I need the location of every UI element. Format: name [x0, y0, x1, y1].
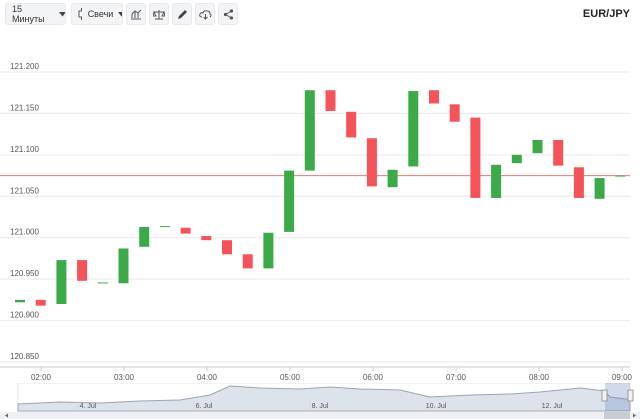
- cloud-download-icon: [198, 9, 211, 20]
- y-axis: 121.200 121.150 121.100 121.050 121.000 120.9…: [10, 62, 39, 361]
- navigator-selected-range: [605, 383, 630, 411]
- navigator-dates: 4. Jul 6. Jul 8. Jul 10. Jul 12. Jul: [77, 401, 563, 411]
- candle-icon: [78, 8, 82, 20]
- y-tick-label: 121.150: [10, 103, 39, 112]
- candle: [470, 117, 481, 198]
- navigator-series: [17, 385, 631, 412]
- x-tick-label: 09:00: [612, 373, 633, 382]
- draw-button[interactable]: [172, 3, 192, 25]
- chart-type-label: Свечи: [87, 9, 114, 19]
- x-tick-label: 06:00: [363, 373, 384, 382]
- chevron-down-icon: [58, 11, 65, 16]
- candle: [408, 91, 419, 167]
- candle: [573, 167, 584, 198]
- candle: [139, 226, 150, 247]
- candle: [304, 90, 315, 171]
- navigator-date-label: 10. Jul: [426, 403, 447, 410]
- y-tick-label: 120.950: [10, 269, 39, 278]
- candle: [97, 282, 108, 284]
- instrument-title: EUR/JPY: [582, 8, 630, 20]
- indicators-icon: [131, 9, 142, 19]
- x-tick-label: 07:00: [446, 373, 467, 382]
- candle: [77, 260, 88, 281]
- candle: [429, 90, 439, 104]
- chart-toolbar: 15 Минуты Свечи EUR/JPY: [0, 0, 640, 30]
- x-tick-label: 02:00: [31, 373, 52, 382]
- navigator-date-label: 4. Jul: [80, 403, 97, 410]
- candle: [325, 90, 336, 111]
- y-tick-label: 121.200: [10, 62, 39, 71]
- candle: [35, 299, 46, 306]
- candle: [263, 232, 274, 269]
- candle: [491, 164, 502, 198]
- compare-icon: [153, 9, 165, 19]
- navigator-handle-right[interactable]: [627, 389, 634, 402]
- navigator-date-label: 8. Jul: [312, 403, 329, 410]
- x-tick-label: 04:00: [197, 373, 218, 382]
- interval-dropdown[interactable]: 15 Минуты: [5, 3, 66, 25]
- y-tick-label: 120.900: [10, 311, 39, 320]
- candle: [222, 240, 232, 255]
- candle: [201, 236, 212, 241]
- candle: [284, 170, 295, 232]
- candle: [615, 175, 626, 177]
- chart-type-dropdown[interactable]: Свечи: [71, 3, 123, 25]
- chevron-down-icon: [118, 11, 122, 16]
- candle: [449, 104, 460, 122]
- candle: [366, 138, 377, 187]
- navigator-handle-left[interactable]: [601, 389, 608, 402]
- navigator-date-label: 12. Jul: [542, 403, 563, 410]
- scroll-left-icon[interactable]: [5, 413, 8, 418]
- candle: [242, 254, 253, 269]
- candle: [553, 139, 564, 166]
- share-button[interactable]: [218, 3, 238, 25]
- indicators-button[interactable]: [126, 3, 146, 25]
- scrollbar-thumb[interactable]: [604, 412, 630, 419]
- navigator[interactable]: 4. Jul 6. Jul 8. Jul 10. Jul 12. Jul: [0, 383, 640, 419]
- candle: [159, 226, 170, 228]
- candle: [118, 248, 129, 284]
- x-tick-label: 03:00: [114, 373, 135, 382]
- candles: [15, 90, 626, 306]
- share-icon: [223, 8, 233, 20]
- x-tick-label: 05:00: [280, 373, 301, 382]
- grid-lines: [0, 71, 630, 363]
- scroll-right-icon[interactable]: [633, 413, 636, 418]
- download-button[interactable]: [195, 3, 215, 25]
- compare-button[interactable]: [149, 3, 169, 25]
- candle: [346, 111, 357, 138]
- draw-icon: [177, 9, 187, 19]
- x-tick-label: 08:00: [529, 373, 550, 382]
- navigator-date-label: 6. Jul: [196, 403, 213, 410]
- y-tick-label: 121.000: [10, 228, 39, 237]
- candle: [56, 260, 67, 304]
- candle: [511, 154, 522, 164]
- candle: [180, 227, 191, 234]
- y-tick-label: 121.100: [10, 145, 39, 154]
- price-chart[interactable]: 121.200 121.150 121.100 121.050 121.000 120.9…: [0, 30, 640, 383]
- candle: [15, 299, 25, 303]
- candle: [532, 139, 543, 154]
- candle: [594, 178, 605, 199]
- y-tick-label: 120.850: [10, 352, 39, 361]
- y-tick-label: 121.050: [10, 186, 39, 195]
- interval-label: 15 Минуты: [12, 4, 45, 24]
- candle: [387, 169, 398, 188]
- scrollbar-track[interactable]: [0, 412, 640, 419]
- x-axis: 02:00 03:00 04:00 05:00 06:00 07:00 08:00 09:00: [31, 367, 633, 382]
